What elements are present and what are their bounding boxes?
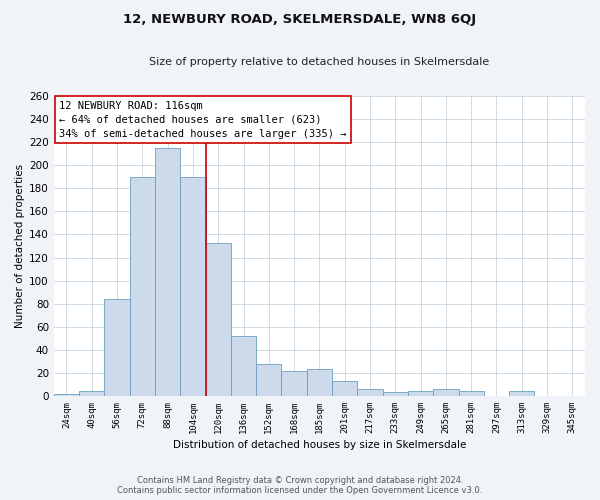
Bar — [155, 148, 180, 396]
Bar — [458, 392, 484, 396]
Title: Size of property relative to detached houses in Skelmersdale: Size of property relative to detached ho… — [149, 58, 490, 68]
Bar — [206, 242, 231, 396]
Bar — [104, 299, 130, 396]
Bar — [383, 392, 408, 396]
Bar — [433, 389, 458, 396]
Bar — [180, 177, 206, 396]
Bar — [509, 392, 535, 396]
Bar — [231, 336, 256, 396]
Bar — [332, 381, 358, 396]
Text: Contains HM Land Registry data © Crown copyright and database right 2024.
Contai: Contains HM Land Registry data © Crown c… — [118, 476, 482, 495]
Text: 12 NEWBURY ROAD: 116sqm
← 64% of detached houses are smaller (623)
34% of semi-d: 12 NEWBURY ROAD: 116sqm ← 64% of detache… — [59, 100, 347, 138]
Bar — [281, 370, 307, 396]
Bar — [79, 392, 104, 396]
Bar — [54, 394, 79, 396]
Bar — [358, 389, 383, 396]
X-axis label: Distribution of detached houses by size in Skelmersdale: Distribution of detached houses by size … — [173, 440, 466, 450]
Y-axis label: Number of detached properties: Number of detached properties — [15, 164, 25, 328]
Bar — [130, 177, 155, 396]
Text: 12, NEWBURY ROAD, SKELMERSDALE, WN8 6QJ: 12, NEWBURY ROAD, SKELMERSDALE, WN8 6QJ — [124, 12, 476, 26]
Bar — [256, 364, 281, 396]
Bar — [408, 392, 433, 396]
Bar — [307, 370, 332, 396]
